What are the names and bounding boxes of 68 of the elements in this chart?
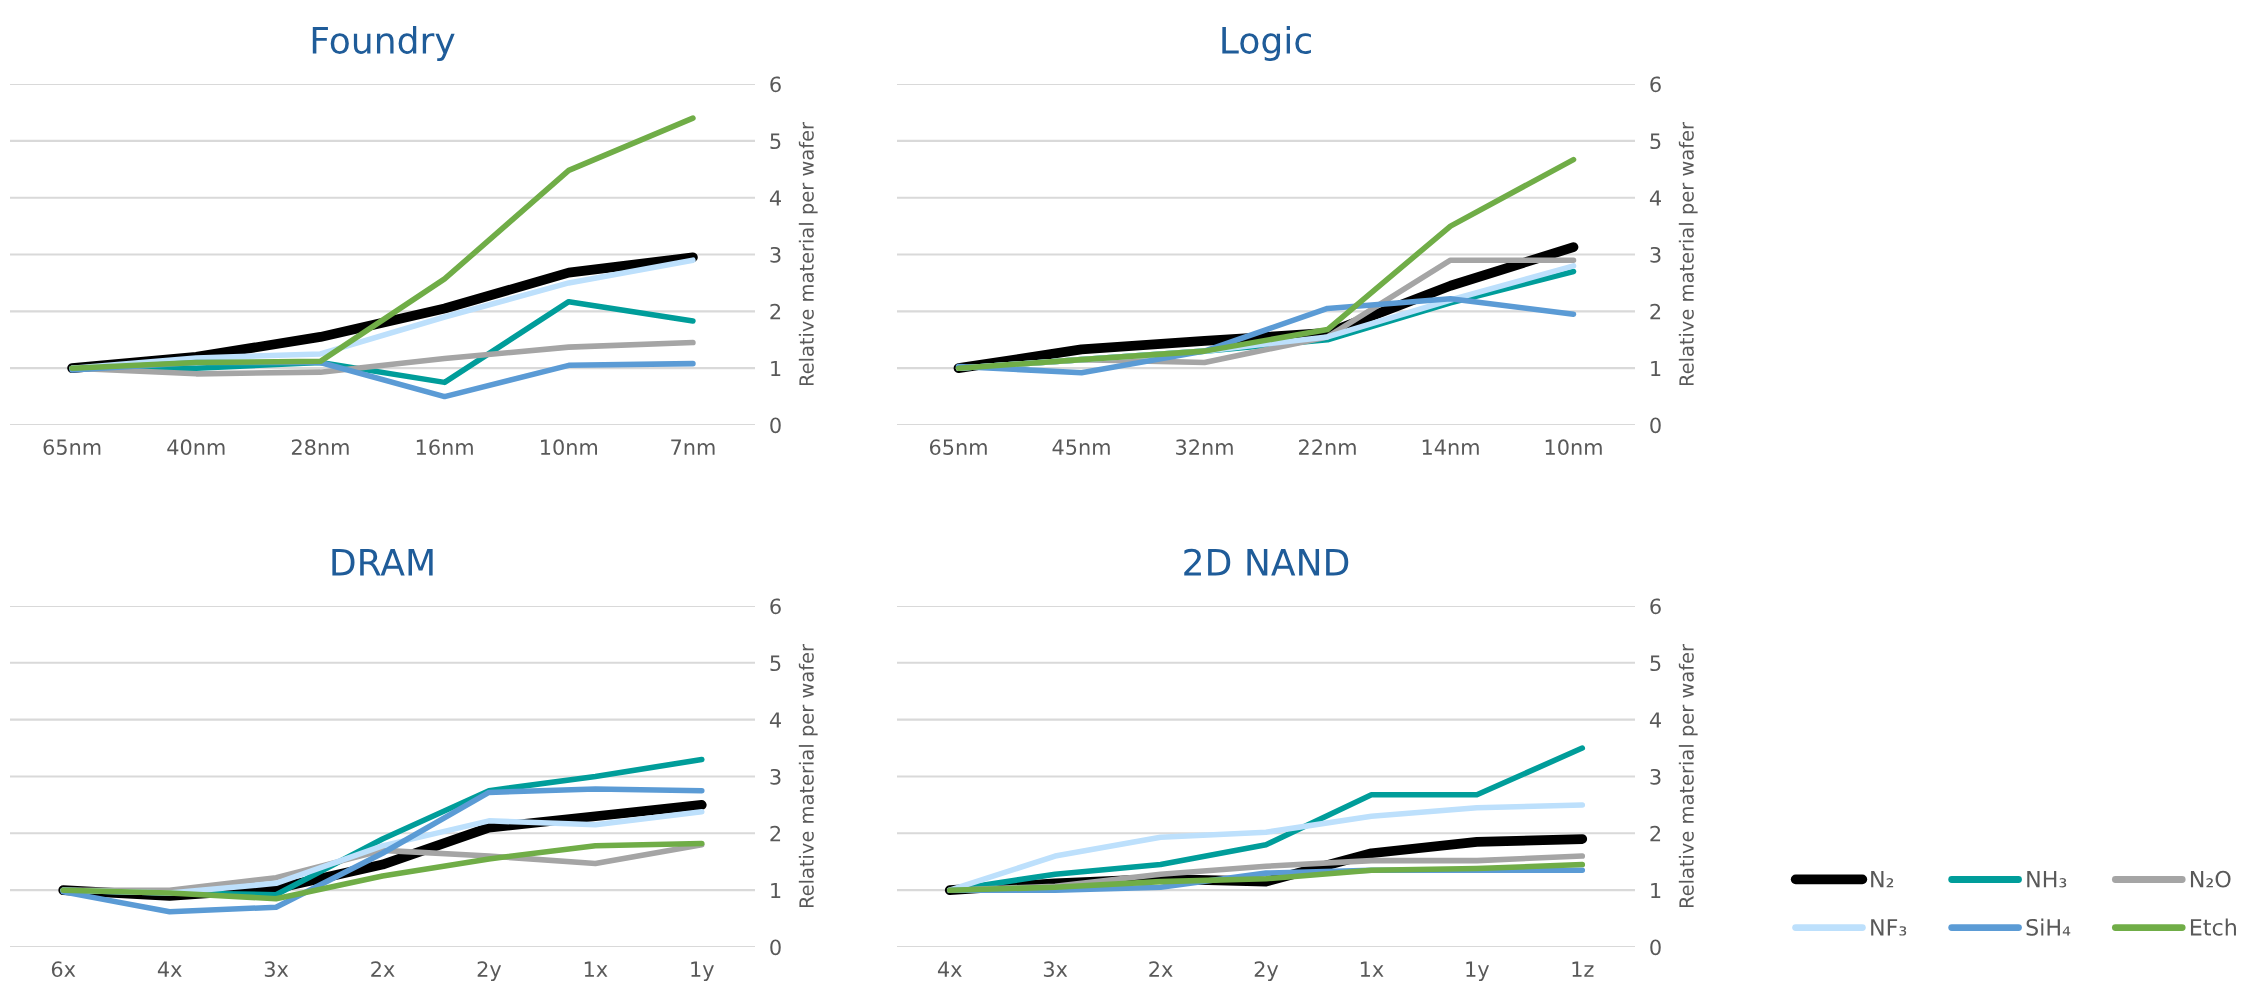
chart-title: DRAM bbox=[332, 549, 433, 576]
chart-title: 2D NAND bbox=[1184, 548, 1349, 576]
y-tick-label: 3 bbox=[1650, 768, 1661, 785]
y-tick-label: 4 bbox=[769, 190, 781, 206]
legend-label: SiH₄ bbox=[2026, 918, 2071, 936]
x-tick-label: 28nm bbox=[291, 439, 349, 456]
x-tick-label: 1y bbox=[1466, 961, 1490, 982]
y-tick-label: 4 bbox=[1649, 190, 1661, 206]
y-tick-label: 5 bbox=[770, 655, 781, 672]
y-tick-label: 0 bbox=[1650, 417, 1661, 434]
legend-label: N₂O bbox=[2190, 870, 2231, 888]
x-tick-label: 16nm bbox=[416, 439, 473, 456]
legend-label: NF₃ bbox=[1871, 919, 1907, 936]
x-tick-label: 4x bbox=[157, 961, 182, 977]
y-tick-label: 2 bbox=[770, 825, 781, 842]
y-tick-label: 3 bbox=[770, 768, 781, 785]
y-tick-label: 0 bbox=[770, 417, 781, 434]
chart-title: Foundry bbox=[312, 26, 455, 61]
x-tick-label: 40nm bbox=[167, 439, 225, 456]
y-tick-label: 4 bbox=[1649, 712, 1661, 728]
x-tick-label: 1x bbox=[1360, 961, 1384, 977]
y-tick-label: 6 bbox=[1650, 76, 1661, 93]
x-tick-label: 6x bbox=[51, 961, 76, 978]
x-tick-label: 65nm bbox=[43, 439, 101, 456]
chart-title: Logic bbox=[1222, 26, 1311, 61]
y-axis-title: Relative material per wafer bbox=[798, 121, 818, 386]
x-tick-label: 3x bbox=[1043, 961, 1068, 978]
x-tick-label: 1y bbox=[691, 961, 714, 982]
y-tick-label: 0 bbox=[770, 939, 781, 956]
x-tick-label: 1x bbox=[584, 961, 608, 977]
x-tick-label: 22nm bbox=[1299, 439, 1356, 455]
x-tick-label: 32nm bbox=[1176, 439, 1233, 456]
y-tick-label: 5 bbox=[770, 133, 781, 150]
y-tick-label: 6 bbox=[770, 598, 781, 615]
y-tick-label: 6 bbox=[1650, 598, 1661, 615]
legend-label: Etch bbox=[2190, 918, 2236, 936]
x-tick-label: 65nm bbox=[929, 439, 987, 456]
legend-label: N₂ bbox=[1871, 871, 1894, 888]
y-tick-label: 0 bbox=[1650, 939, 1661, 956]
y-tick-label: 2 bbox=[1650, 825, 1661, 842]
y-tick-label: 1 bbox=[1651, 882, 1661, 899]
y-tick-label: 1 bbox=[1651, 360, 1661, 377]
y-tick-label: 5 bbox=[1650, 655, 1661, 672]
y-axis-title: Relative material per wafer bbox=[1678, 643, 1698, 908]
legend-label: NH₃ bbox=[2027, 871, 2067, 888]
y-tick-label: 3 bbox=[1650, 246, 1661, 263]
x-tick-label: 2x bbox=[1149, 961, 1173, 977]
y-axis-title: Relative material per wafer bbox=[1678, 121, 1698, 386]
y-tick-label: 4 bbox=[769, 712, 781, 728]
x-tick-label: 45nm bbox=[1052, 439, 1110, 456]
x-tick-label: 10nm bbox=[1545, 439, 1602, 456]
x-tick-label: 2y bbox=[477, 961, 502, 982]
y-tick-label: 1 bbox=[771, 882, 781, 899]
x-tick-label: 3x bbox=[264, 961, 289, 978]
y-tick-label: 6 bbox=[770, 76, 781, 93]
x-tick-label: 10nm bbox=[541, 439, 597, 456]
x-tick-label: 1z bbox=[1572, 961, 1594, 977]
x-tick-label: 7nm bbox=[671, 439, 715, 455]
y-tick-label: 1 bbox=[771, 360, 781, 377]
y-axis-title: Relative material per wafer bbox=[798, 643, 818, 908]
y-tick-label: 2 bbox=[770, 303, 781, 320]
y-tick-label: 5 bbox=[1650, 133, 1661, 150]
x-tick-label: 4x bbox=[937, 961, 962, 977]
x-tick-label: 2x bbox=[371, 961, 395, 977]
y-tick-label: 2 bbox=[1650, 303, 1661, 320]
x-tick-label: 2y bbox=[1254, 961, 1279, 982]
x-tick-label: 14nm bbox=[1422, 439, 1479, 455]
y-tick-label: 3 bbox=[770, 246, 781, 263]
